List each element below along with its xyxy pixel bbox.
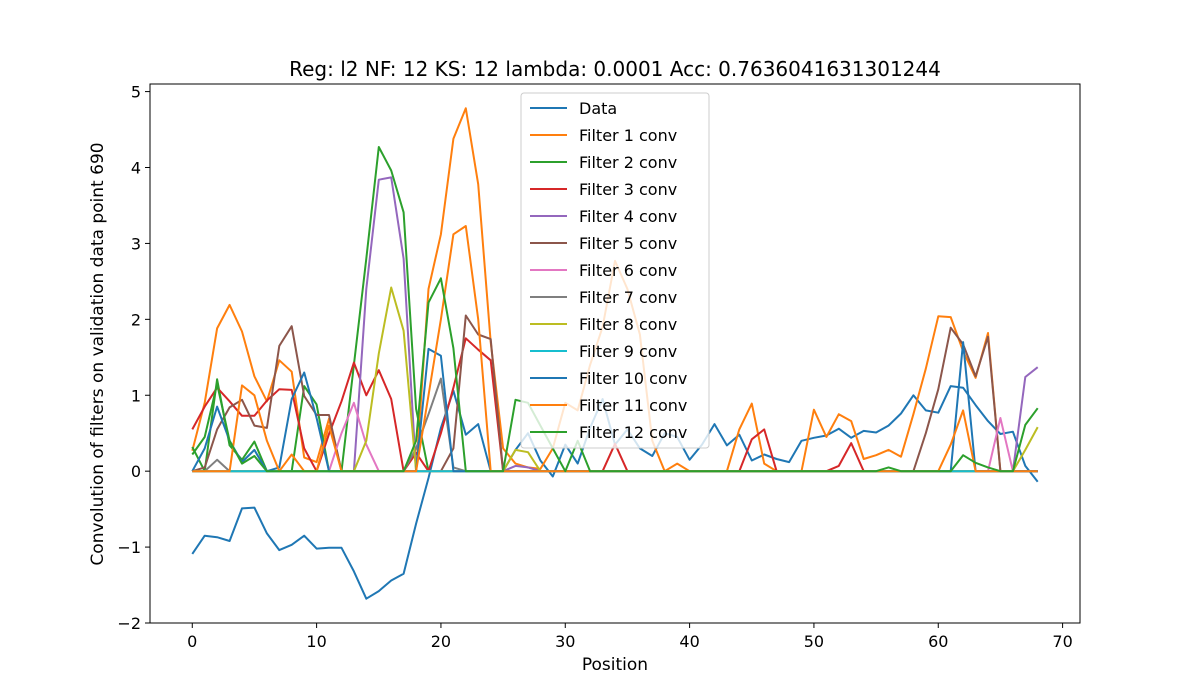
legend-label: Filter 2 conv (579, 153, 677, 172)
series-line-13 (191, 277, 1039, 473)
legend-label: Filter 10 conv (579, 369, 687, 388)
y-tick-label: 1 (131, 386, 141, 405)
legend-label: Filter 6 conv (579, 261, 677, 280)
y-tick-label: 5 (131, 83, 141, 102)
x-tick-label: 50 (804, 632, 824, 651)
y-tick-label: 2 (131, 310, 141, 329)
legend-label: Filter 4 conv (579, 207, 677, 226)
legend-label: Filter 11 conv (579, 396, 687, 415)
y-tick-label: −2 (117, 614, 141, 633)
y-axis-label: Convolution of filters on validation dat… (88, 142, 108, 565)
legend-label: Data (579, 99, 617, 118)
y-tick-label: 0 (131, 462, 141, 481)
x-tick-label: 10 (306, 632, 326, 651)
x-tick-label: 30 (555, 632, 575, 651)
chart-title: Reg: l2 NF: 12 KS: 12 lambda: 0.0001 Acc… (289, 57, 941, 81)
y-axis: −2 −1 0 1 2 3 4 5 (117, 83, 150, 633)
x-tick-label: 60 (928, 632, 948, 651)
x-axis-label: Position (582, 655, 648, 675)
legend-label: Filter 7 conv (579, 288, 677, 307)
plot-frame (149, 83, 1081, 624)
x-axis: 0 10 20 30 40 50 60 70 (187, 623, 1073, 651)
x-tick-label: 0 (187, 632, 197, 651)
legend-label: Filter 5 conv (579, 234, 677, 253)
legend-box (520, 92, 710, 449)
x-tick-label: 70 (1052, 632, 1072, 651)
y-tick-label: 4 (131, 159, 141, 178)
x-tick-label: 20 (431, 632, 451, 651)
y-tick-label: 3 (131, 234, 141, 253)
series-group (191, 107, 1039, 600)
legend-label: Filter 3 conv (579, 180, 677, 199)
y-tick-label: −1 (117, 538, 141, 557)
legend-label: Filter 9 conv (579, 342, 677, 361)
legend-label: Filter 8 conv (579, 315, 677, 334)
legend-label: Filter 1 conv (579, 126, 677, 145)
x-tick-label: 40 (679, 632, 699, 651)
legend: Data Filter 1 conv Filter 2 conv Filter 3 c… (520, 92, 710, 449)
legend-label: Filter 12 conv (579, 423, 687, 442)
